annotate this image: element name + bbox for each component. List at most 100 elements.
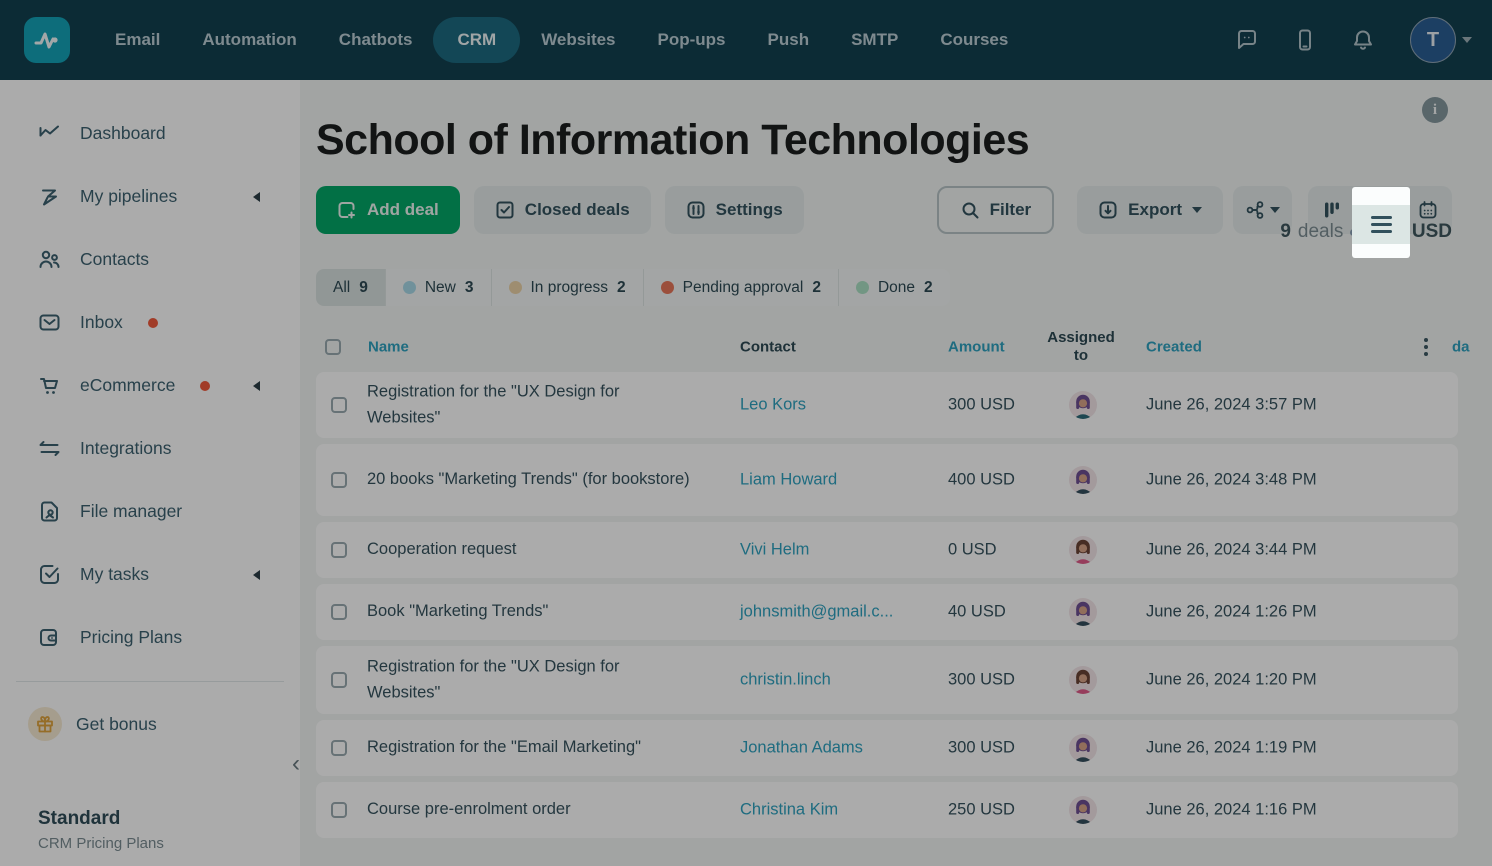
tab-all[interactable]: All 9 xyxy=(316,269,386,306)
info-icon[interactable]: i xyxy=(1422,97,1448,123)
deal-name[interactable]: Registration for the "UX Design for Webs… xyxy=(367,382,620,426)
kanban-view-button[interactable] xyxy=(1308,186,1356,234)
mobile-app-icon[interactable] xyxy=(1294,29,1316,51)
tab-new[interactable]: New 3 xyxy=(385,269,492,306)
plan-info[interactable]: Standard CRM Pricing Plans xyxy=(38,808,164,852)
table-row[interactable]: Registration for the "UX Design for Webs… xyxy=(316,646,1458,714)
closed-deals-button[interactable]: Closed deals xyxy=(473,186,651,234)
sidebar-item-label: eCommerce xyxy=(80,375,176,395)
assignee-avatar[interactable] xyxy=(1069,466,1097,494)
pipelines-zap-icon xyxy=(38,185,61,208)
contact-link[interactable]: christin.linch xyxy=(740,670,831,689)
status-dot xyxy=(402,281,416,294)
assignee-avatar[interactable] xyxy=(1069,796,1097,824)
contact-link[interactable]: Christina Kim xyxy=(740,800,839,819)
filter-button[interactable]: Filter xyxy=(936,186,1055,234)
table-row[interactable]: Registration for the "UX Design for Webs… xyxy=(316,372,1458,438)
add-deal-label: Add deal xyxy=(367,200,439,219)
sidebar-item-label: My pipelines xyxy=(80,186,178,206)
deal-name[interactable]: Book "Marketing Trends" xyxy=(367,602,549,621)
assignee-avatar[interactable] xyxy=(1069,666,1097,694)
list-view-button-highlighted[interactable] xyxy=(1352,205,1410,244)
table-row[interactable]: Book "Marketing Trends" johnsmith@gmail.… xyxy=(316,584,1458,640)
sidebar-item-label: File manager xyxy=(80,501,183,521)
row-checkbox[interactable] xyxy=(331,472,347,488)
collapse-caret-icon[interactable] xyxy=(253,569,260,580)
nav-item-websites[interactable]: Websites xyxy=(541,30,616,49)
status-dot xyxy=(660,281,674,294)
assignee-avatar[interactable] xyxy=(1069,598,1097,626)
row-checkbox[interactable] xyxy=(331,397,347,413)
sidebar-item-contacts[interactable]: Contacts xyxy=(0,228,300,291)
tab-pending-approval[interactable]: Pending approval 2 xyxy=(643,269,839,306)
sidebar-item-ecommerce[interactable]: eCommerce xyxy=(0,354,300,417)
nav-item-push[interactable]: Push xyxy=(767,30,810,49)
list-view-spotlight[interactable] xyxy=(1352,187,1410,258)
sendpulse-logo[interactable] xyxy=(24,17,70,63)
contact-link[interactable]: Vivi Helm xyxy=(740,540,810,559)
notifications-bell-icon[interactable] xyxy=(1352,29,1374,51)
row-checkbox[interactable] xyxy=(331,604,347,620)
tab-in-progress[interactable]: In progress 2 xyxy=(491,269,644,306)
top-navigation: Email Automation Chatbots CRM Websites P… xyxy=(0,0,1492,80)
column-header-clipped[interactable]: da xyxy=(1452,338,1470,356)
table-row[interactable]: Registration for the "Email Marketing" J… xyxy=(316,720,1458,776)
sidebar-collapse-chevron[interactable]: ‹ xyxy=(292,750,300,777)
collapse-caret-icon[interactable] xyxy=(253,380,260,391)
sidebar-item-dashboard[interactable]: Dashboard xyxy=(0,102,300,165)
column-header-amount[interactable]: Amount xyxy=(948,338,1005,356)
sidebar-item-get-bonus[interactable]: Get bonus xyxy=(0,694,300,754)
contact-link[interactable]: Liam Howard xyxy=(740,470,838,489)
chat-support-icon[interactable] xyxy=(1236,29,1258,51)
assignee-avatar[interactable] xyxy=(1069,391,1097,419)
nav-item-email[interactable]: Email xyxy=(115,30,161,49)
deal-name[interactable]: Registration for the "Email Marketing" xyxy=(367,738,641,757)
checked-box-icon xyxy=(495,200,515,220)
nav-item-courses[interactable]: Courses xyxy=(940,30,1009,49)
nav-item-smtp[interactable]: SMTP xyxy=(851,30,899,49)
row-checkbox[interactable] xyxy=(331,672,347,688)
sidebar-item-my-pipelines[interactable]: My pipelines xyxy=(0,165,300,228)
columns-kebab-menu[interactable] xyxy=(1424,338,1428,356)
add-deal-button[interactable]: Add deal xyxy=(316,186,460,234)
nav-item-popups[interactable]: Pop-ups xyxy=(657,30,726,49)
nav-item-chatbots[interactable]: Chatbots xyxy=(338,30,413,49)
chevron-down-icon xyxy=(1192,207,1202,213)
calendar-view-button[interactable] xyxy=(1404,186,1452,234)
column-header-created[interactable]: Created xyxy=(1146,338,1202,356)
settings-button[interactable]: Settings xyxy=(664,186,804,234)
collapse-caret-icon[interactable] xyxy=(253,191,260,202)
deal-name[interactable]: 20 books "Marketing Trends" (for booksto… xyxy=(367,470,690,489)
table-row[interactable]: 20 books "Marketing Trends" (for booksto… xyxy=(316,444,1458,516)
assignee-avatar[interactable] xyxy=(1069,734,1097,762)
select-all-checkbox[interactable] xyxy=(325,339,341,355)
nav-item-automation[interactable]: Automation xyxy=(202,30,297,49)
tab-done[interactable]: Done 2 xyxy=(838,269,950,306)
table-row[interactable]: Course pre-enrolment order Christina Kim… xyxy=(316,782,1458,838)
column-header-name[interactable]: Name xyxy=(368,338,409,356)
deal-name[interactable]: Registration for the "UX Design for Webs… xyxy=(367,657,620,701)
row-checkbox[interactable] xyxy=(331,802,347,818)
table-row[interactable]: Cooperation request Vivi Helm 0 USD June… xyxy=(316,522,1458,578)
automation-flow-button[interactable] xyxy=(1233,186,1292,234)
export-button[interactable]: Export xyxy=(1077,186,1223,234)
contact-link[interactable]: johnsmith@gmail.c... xyxy=(740,602,894,621)
row-checkbox[interactable] xyxy=(331,542,347,558)
assignee-avatar[interactable] xyxy=(1069,536,1097,564)
contact-link[interactable]: Jonathan Adams xyxy=(740,738,863,757)
row-checkbox[interactable] xyxy=(331,740,347,756)
status-dot xyxy=(508,281,522,294)
deal-name[interactable]: Cooperation request xyxy=(367,540,517,559)
table-row-partial xyxy=(316,782,1458,790)
sidebar-item-inbox[interactable]: Inbox xyxy=(0,291,300,354)
sidebar-item-integrations[interactable]: Integrations xyxy=(0,417,300,480)
deal-name[interactable]: Course pre-enrolment order xyxy=(367,800,571,819)
sidebar-item-pricing-plans[interactable]: Pricing Plans xyxy=(0,606,300,669)
sidebar-item-my-tasks[interactable]: My tasks xyxy=(0,543,300,606)
nav-item-crm[interactable]: CRM xyxy=(433,17,521,63)
tab-label: New xyxy=(424,278,456,296)
sidebar-item-file-manager[interactable]: File manager xyxy=(0,480,300,543)
account-menu[interactable]: T xyxy=(1410,17,1472,63)
contact-link[interactable]: Leo Kors xyxy=(740,395,807,414)
deal-amount: 0 USD xyxy=(948,540,997,559)
